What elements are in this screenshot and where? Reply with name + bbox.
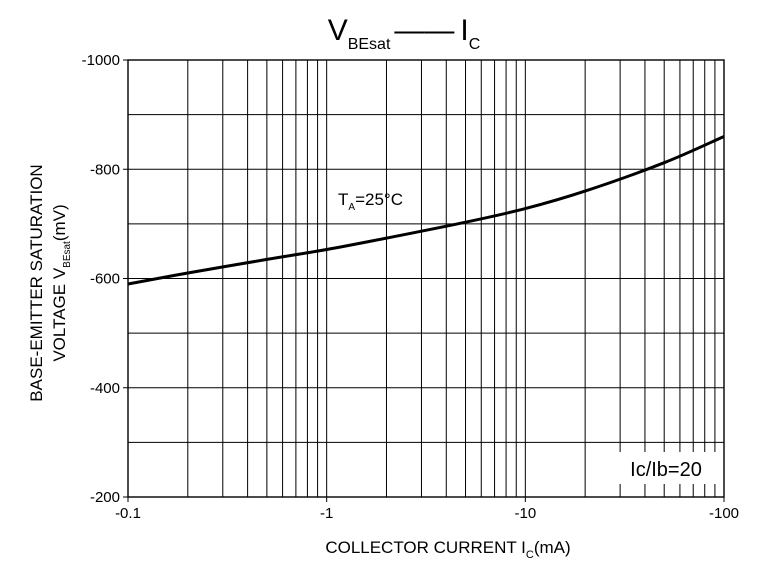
- series-line: [127, 135, 725, 286]
- x-tick-label: -1: [320, 505, 333, 522]
- y-tick-label: -200: [90, 489, 120, 506]
- x-tick-label: -0.1: [115, 505, 141, 522]
- y-axis-label: BASE-EMITTER SATURATION VOLTAGE VBEsat(m…: [27, 164, 73, 401]
- ratio-annotation: Ic/Ib=20: [630, 459, 702, 481]
- grid-lines: [128, 60, 724, 497]
- ratio-annotation-bg: [616, 452, 716, 484]
- y-tick-label: -600: [90, 271, 120, 288]
- chart-title: VBEsat —— IC: [328, 14, 481, 53]
- x-axis-label: COLLECTOR CURRENT IC(mA): [325, 538, 570, 561]
- x-tick-label: -10: [514, 505, 536, 522]
- series-layer: [127, 135, 725, 286]
- y-tick-label: -1000: [82, 52, 120, 69]
- tick-labels: -0.1 -1 -10 -100 -200 -400 -600 -800 -1000: [82, 52, 739, 522]
- temperature-annotation: TA=25°C: [338, 190, 403, 213]
- y-axis-label-line2: VOLTAGE VBEsat(mV): [50, 204, 73, 361]
- y-tick-label: -800: [90, 161, 120, 178]
- y-axis-label-line1: BASE-EMITTER SATURATION: [27, 164, 46, 401]
- y-tick-label: -400: [90, 380, 120, 397]
- x-tick-label: -100: [709, 505, 739, 522]
